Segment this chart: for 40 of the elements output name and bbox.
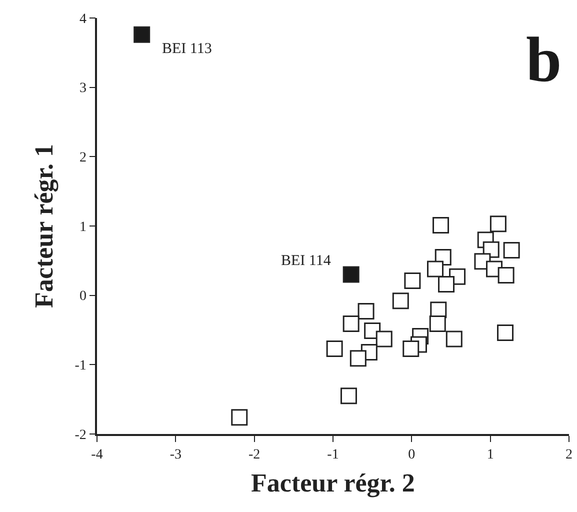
point [503, 242, 520, 259]
x-tick-label: 2 [566, 448, 572, 463]
point [134, 26, 150, 43]
y-tick-label: 0 [79, 289, 86, 304]
point [497, 324, 514, 342]
y-tick-label: 2 [79, 150, 86, 166]
point [231, 409, 248, 426]
point [342, 316, 360, 332]
point [350, 350, 366, 367]
point [402, 340, 420, 357]
point [376, 330, 392, 348]
x-tick-label: -2 [248, 448, 260, 463]
annotation: BEI 113 [162, 41, 212, 57]
y-tick-label: -2 [74, 428, 86, 443]
point [342, 266, 360, 283]
point [432, 217, 450, 234]
point [490, 216, 506, 232]
point [429, 316, 446, 332]
y-tick-label: 4 [79, 12, 86, 27]
point [392, 292, 409, 310]
x-tick-label: 0 [408, 448, 416, 463]
x-axis-title: Facteur régr. 2 [251, 468, 415, 498]
annotation: b [526, 24, 562, 95]
x-tick-label: -3 [170, 448, 182, 463]
y-tick-label: 1 [79, 220, 86, 235]
y-tick-label: 3 [79, 81, 86, 96]
point [326, 340, 343, 357]
point [404, 272, 421, 290]
annotation: BEI 114 [281, 253, 332, 269]
x-tick-label: -4 [91, 448, 103, 463]
point [427, 260, 444, 278]
point [358, 303, 374, 320]
point [438, 276, 455, 292]
x-tick-label: -1 [327, 448, 339, 463]
y-axis-title: Facteur régr. 1 [30, 144, 59, 308]
point [446, 330, 462, 348]
point [498, 266, 514, 284]
x-tick-label: 1 [486, 448, 494, 463]
point [340, 388, 357, 404]
y-tick-label: -1 [74, 358, 86, 374]
